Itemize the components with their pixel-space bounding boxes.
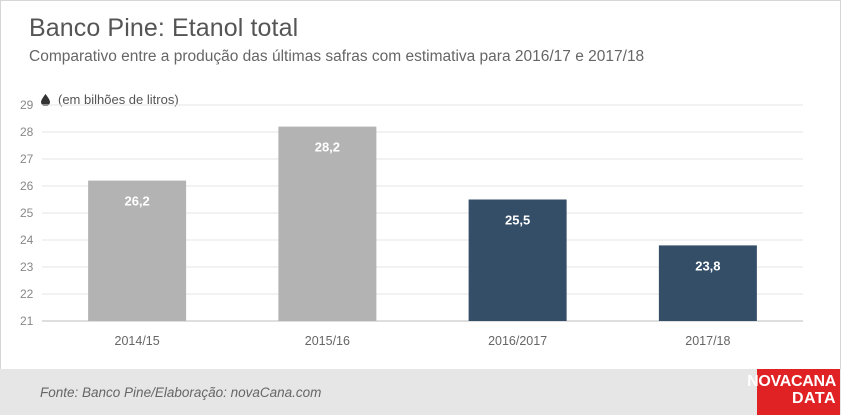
y-tick-label: 21 (20, 314, 34, 328)
chart-title: Banco Pine: Etanol total (29, 14, 299, 42)
y-tick-label: 23 (20, 260, 34, 274)
bar (468, 199, 567, 321)
x-tick-label: 2016/2017 (488, 334, 547, 348)
novacana-data-logo: NOVACANA DATA (747, 369, 840, 415)
y-tick-label: 26 (20, 179, 34, 193)
data-label: 23,8 (695, 258, 720, 273)
chart-subtitle: Comparativo entre a produção das últimas… (29, 48, 645, 65)
data-label: 28,2 (315, 140, 340, 155)
logo-line-2: DATA (791, 390, 836, 407)
y-tick-label: 24 (20, 233, 34, 247)
x-tick-label: 2014/15 (115, 334, 160, 348)
drop-icon (41, 93, 50, 106)
y-tick-label: 29 (20, 98, 34, 112)
data-label: 26,2 (124, 194, 149, 209)
x-tick-label: 2017/18 (685, 334, 730, 348)
bar (658, 245, 757, 321)
unit-label-row: (em bilhões de litros) (41, 92, 179, 107)
y-tick-label: 28 (20, 125, 34, 139)
y-tick-label: 22 (20, 287, 34, 301)
logo-line-1: NOVACANA (747, 373, 836, 390)
bar (88, 180, 187, 321)
bar-chart: 21 22 23 24 25 26 27 28 29 26,2 2014/15 28,2 2015/16… (20, 98, 803, 348)
footer-bar: Fonte: Banco Pine/Elaboração: novaCana.c… (0, 369, 841, 415)
y-tick-label: 25 (20, 206, 34, 220)
source-note: Fonte: Banco Pine/Elaboração: novaCana.c… (40, 385, 322, 400)
bar (278, 126, 377, 321)
data-label: 25,5 (505, 213, 530, 228)
x-tick-label: 2015/16 (305, 334, 350, 348)
unit-label: (em bilhões de litros) (58, 92, 179, 107)
y-tick-label: 27 (20, 152, 34, 166)
